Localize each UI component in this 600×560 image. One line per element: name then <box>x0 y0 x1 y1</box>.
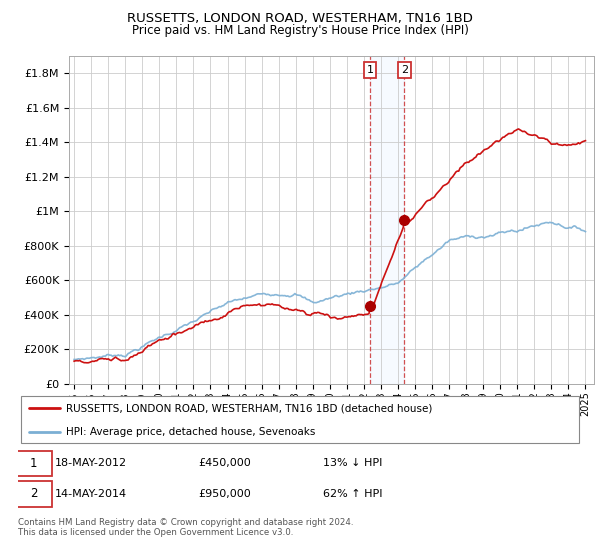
Text: HPI: Average price, detached house, Sevenoaks: HPI: Average price, detached house, Seve… <box>66 427 316 437</box>
Text: RUSSETTS, LONDON ROAD, WESTERHAM, TN16 1BD: RUSSETTS, LONDON ROAD, WESTERHAM, TN16 1… <box>127 12 473 25</box>
Text: Contains HM Land Registry data © Crown copyright and database right 2024.
This d: Contains HM Land Registry data © Crown c… <box>18 518 353 538</box>
Text: 13% ↓ HPI: 13% ↓ HPI <box>323 459 382 469</box>
FancyBboxPatch shape <box>15 481 52 507</box>
Bar <box>370 56 404 384</box>
Text: RUSSETTS, LONDON ROAD, WESTERHAM, TN16 1BD (detached house): RUSSETTS, LONDON ROAD, WESTERHAM, TN16 1… <box>66 403 433 413</box>
Text: 18-MAY-2012: 18-MAY-2012 <box>55 459 127 469</box>
Text: 1: 1 <box>367 65 374 75</box>
Text: 62% ↑ HPI: 62% ↑ HPI <box>323 489 382 499</box>
Text: 14-MAY-2014: 14-MAY-2014 <box>55 489 127 499</box>
Text: 2: 2 <box>30 487 37 500</box>
Text: £450,000: £450,000 <box>199 459 251 469</box>
Text: £950,000: £950,000 <box>199 489 251 499</box>
FancyBboxPatch shape <box>15 451 52 477</box>
Text: 2: 2 <box>401 65 408 75</box>
Text: 1: 1 <box>30 457 37 470</box>
FancyBboxPatch shape <box>21 396 579 443</box>
Text: Price paid vs. HM Land Registry's House Price Index (HPI): Price paid vs. HM Land Registry's House … <box>131 24 469 36</box>
